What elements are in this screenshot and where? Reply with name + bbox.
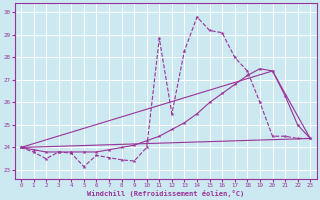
X-axis label: Windchill (Refroidissement éolien,°C): Windchill (Refroidissement éolien,°C)	[87, 190, 244, 197]
